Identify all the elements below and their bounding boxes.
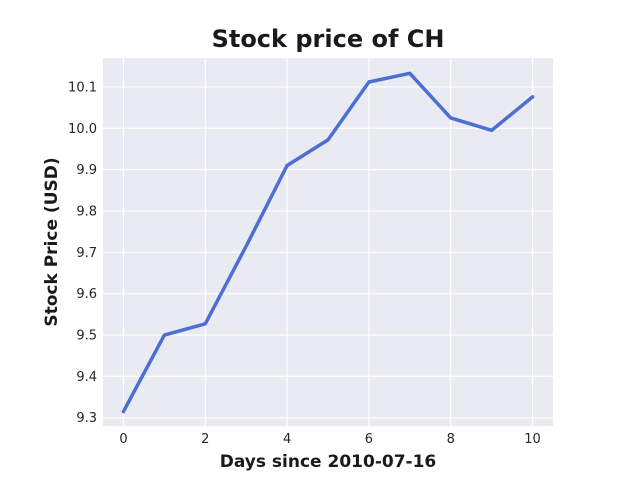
x-axis-ticks: 0 2 4 6 8 10 [119,432,541,447]
y-tick-label: 9.6 [76,287,97,302]
grid-lines [103,58,553,426]
series-line [121,71,535,414]
y-tick-label: 9.3 [76,411,97,426]
x-axis-label: Days since 2010-07-16 [220,452,437,472]
y-axis-label: Stock Price (USD) [42,157,62,326]
x-tick-label: 6 [365,432,373,447]
y-tick-label: 10.1 [68,80,97,95]
y-tick-label: 9.4 [76,370,97,385]
x-tick-label: 0 [119,432,127,447]
y-tick-label: 9.5 [76,329,97,344]
x-tick-label: 8 [447,432,455,447]
plot-area [103,58,553,426]
x-tick-label: 4 [283,432,291,447]
series-layer [121,71,535,414]
y-tick-label: 9.7 [76,246,97,261]
y-tick-label: 9.9 [76,163,97,178]
y-tick-label: 9.8 [76,204,97,219]
y-tick-label: 10.0 [68,122,97,137]
x-tick-label: 10 [524,432,541,447]
y-axis-ticks: 9.3 9.4 9.5 9.6 9.7 9.8 9.9 10.0 10.1 [68,80,97,426]
chart-title: Stock price of CH [212,25,445,53]
x-tick-label: 2 [201,432,209,447]
